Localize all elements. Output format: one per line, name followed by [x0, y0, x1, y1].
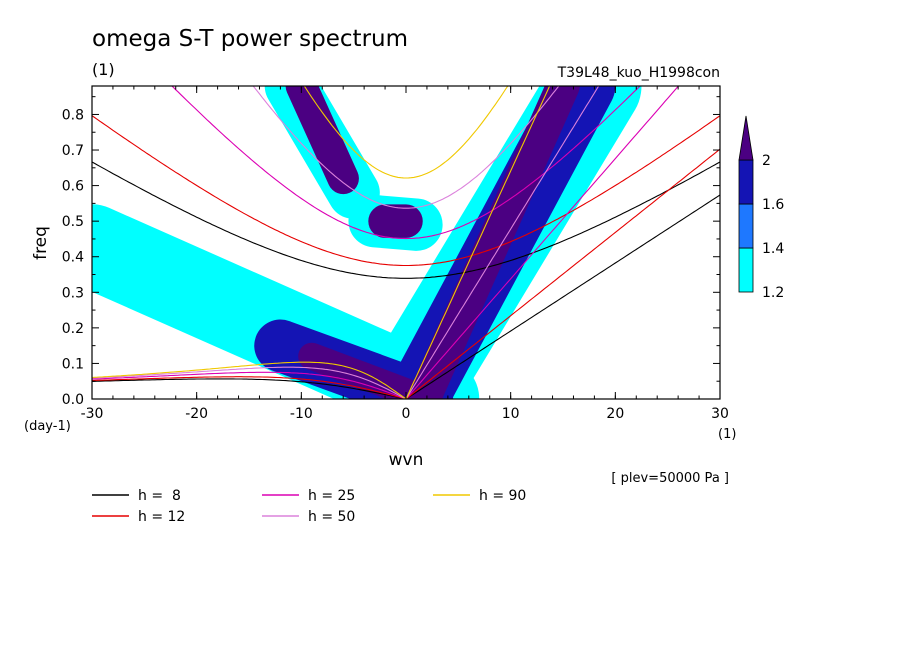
curve-h90-gravity [303, 86, 509, 179]
y-axis: 0.0 0.1 0.2 0.3 0.4 0.5 0.6 0.7 0.8 [62, 96, 720, 408]
chart-subtitle: (1) [92, 60, 115, 79]
colorbar: 1.2 1.4 1.6 2 [738, 115, 784, 301]
colorbar-label: 1.6 [762, 197, 784, 213]
x-unit-label: (1) [718, 427, 736, 442]
chart-title: omega S-T power spectrum [92, 26, 408, 52]
y-axis-label: freq [31, 226, 51, 260]
curve-h90-rossby [92, 361, 407, 399]
x-tick-label: -10 [290, 406, 313, 422]
curve-h25-rossby [92, 371, 407, 399]
y-tick-label: 0.8 [62, 107, 84, 123]
plev-label: [ plev=50000 Pa ] [611, 471, 729, 486]
curve-legend: h = 8 h = 12 h = 25 h = 50 h = 90 [92, 488, 526, 525]
curve-h8-gravity [92, 161, 720, 279]
power-band-8 [285, 86, 359, 195]
x-tick-label: 10 [502, 406, 520, 422]
curve-h12-rossby [92, 376, 407, 399]
curve-h90-kelvin [405, 86, 551, 399]
colorbar-arrow [738, 115, 754, 161]
legend-label: h = 90 [479, 488, 526, 504]
curve-h8-rossby [92, 378, 407, 399]
y-tick-label: 0.0 [62, 392, 84, 408]
x-axis-label: wvn [389, 450, 424, 470]
x-tick-label: 30 [711, 406, 729, 422]
x-tick-label: 20 [606, 406, 624, 422]
power-band-7 [298, 342, 420, 399]
dispersion-curves [92, 86, 720, 399]
x-tick-label: 0 [402, 406, 411, 422]
curve-h8-kelvin [405, 194, 720, 399]
x-axis: -30 -20 -10 0 10 20 30 [81, 86, 729, 422]
y-tick-label: 0.5 [62, 214, 84, 230]
curve-h50-kelvin [405, 86, 600, 399]
y-tick-label: 0.1 [62, 356, 84, 372]
y-tick-label: 0.6 [62, 179, 84, 195]
y-tick-label: 0.7 [62, 143, 84, 159]
y-tick-label: 0.2 [62, 321, 84, 337]
y-tick-label: 0.3 [62, 285, 84, 301]
colorbar-swatch [738, 247, 754, 293]
y-tick-label: 0.4 [62, 250, 84, 266]
x-tick-label: -20 [185, 406, 208, 422]
curve-h25-kelvin [405, 86, 680, 399]
curve-h50-rossby [92, 366, 407, 399]
colorbar-label: 1.4 [762, 241, 784, 257]
power-band-6 [410, 86, 580, 399]
curve-h12-gravity [92, 115, 720, 267]
colorbar-swatch [738, 203, 754, 249]
curve-h12-kelvin [405, 148, 720, 399]
colorbar-swatch [738, 159, 754, 205]
curve-h25-gravity [171, 86, 641, 240]
legend-label: h = 8 [138, 488, 181, 504]
colorbar-label: 1.2 [762, 285, 784, 301]
y-unit-label: (day-1) [24, 419, 71, 434]
colorbar-label: 2 [762, 153, 771, 169]
legend-label: h = 12 [138, 509, 185, 525]
plot-area [91, 85, 721, 400]
x-tick-label: -30 [81, 406, 104, 422]
curve-h50-gravity [252, 86, 560, 209]
power-shading [92, 86, 642, 399]
legend-label: h = 50 [308, 509, 355, 525]
run-label: T39L48_kuo_H1998con [557, 65, 720, 81]
legend-label: h = 25 [308, 488, 355, 504]
